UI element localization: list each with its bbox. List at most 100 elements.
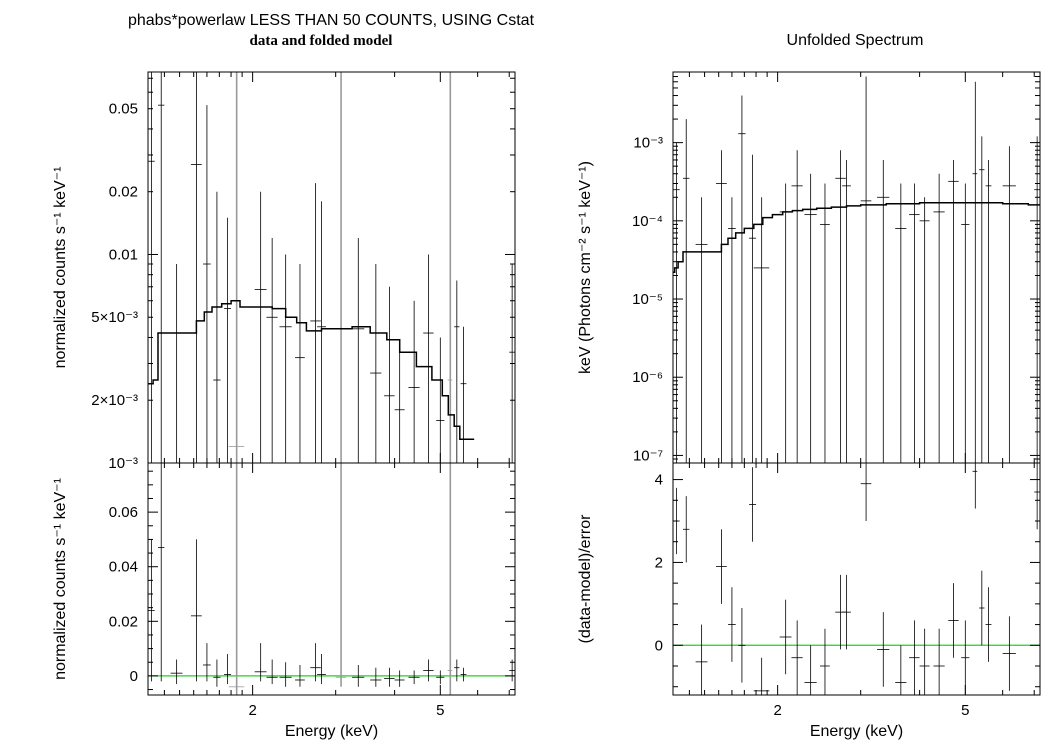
y-tick-label: 0 (130, 668, 138, 685)
data-point (985, 159, 992, 463)
data-point (804, 645, 817, 695)
data-point (224, 654, 232, 685)
data-point (254, 643, 267, 682)
data-point (213, 191, 221, 463)
data-point (695, 197, 708, 463)
data-point (310, 643, 321, 682)
x-tick-label: 5 (436, 702, 444, 719)
data-point (509, 659, 515, 682)
y-axis-label: normalized counts s⁻¹ keV⁻¹ (52, 167, 69, 369)
data-point (909, 183, 920, 463)
data-point (933, 628, 945, 695)
data-point (972, 81, 978, 463)
data-point (352, 664, 365, 687)
data-point (895, 645, 907, 695)
data-point (279, 254, 292, 463)
data-point (279, 662, 292, 687)
data-point (335, 72, 347, 463)
data-point (738, 608, 746, 683)
y-axis-label: keV (Photons cm⁻² s⁻¹ keV⁻¹) (577, 161, 594, 374)
data-point (877, 159, 890, 463)
data-point (804, 173, 817, 463)
data-point (384, 667, 395, 687)
data-point (436, 670, 445, 685)
data-point (394, 349, 405, 463)
data-point (842, 574, 851, 650)
data-point (895, 183, 907, 463)
plot-frame (672, 71, 1041, 464)
data-point (190, 72, 202, 463)
data-point (682, 496, 690, 563)
data-point (394, 670, 405, 687)
y-axis-label: (data-model)/error (577, 514, 594, 644)
x-axis-label: Energy (keV) (810, 723, 903, 740)
plot-frame (147, 462, 516, 696)
data-point (961, 183, 970, 463)
y-tick-label: 0.06 (109, 504, 138, 521)
data-point (979, 136, 985, 463)
y-tick-label: 0 (655, 637, 663, 654)
data-point (695, 624, 708, 695)
x-axis-label: Energy (keV) (285, 723, 378, 740)
right-title: Unfolded Spectrum (787, 32, 924, 49)
data-point (148, 72, 155, 463)
data-point (749, 467, 757, 542)
data-point (384, 286, 395, 463)
data-point (948, 159, 959, 463)
data-point (1002, 146, 1016, 463)
data-point (460, 667, 467, 682)
data-point (295, 664, 305, 687)
data-point (985, 587, 992, 662)
data-point (749, 154, 757, 463)
data-point (1002, 616, 1016, 691)
data-point (170, 264, 183, 463)
data-point (213, 659, 221, 687)
y-tick-label: 2 (655, 554, 663, 571)
data-point (266, 659, 278, 685)
data-point (728, 197, 736, 463)
data-point (370, 264, 382, 463)
data-point (157, 72, 165, 463)
data-point (738, 95, 746, 463)
data-point (203, 643, 211, 682)
data-point (715, 529, 727, 604)
data-point (190, 539, 202, 682)
data-point (835, 150, 846, 463)
y-tick-label: 5×10⁻³ (91, 309, 138, 326)
data-point (820, 183, 830, 463)
left-bottom-panel: 0 0.02 0.04 0.06 2 5 Energy (keV) normalized co… (52, 462, 516, 740)
data-point (877, 612, 890, 687)
data-point (1034, 136, 1040, 463)
data-point (203, 105, 211, 463)
plot-frame (672, 462, 1041, 696)
data-point (447, 72, 453, 463)
y-tick-label: 10⁻⁷ (633, 447, 663, 464)
data-point (779, 183, 792, 463)
data-point (317, 201, 326, 463)
data-point (842, 159, 851, 463)
y-axis-label: normalized counts s⁻¹ keV⁻¹ (52, 478, 69, 680)
data-point (423, 659, 434, 682)
model-step-line (148, 299, 475, 440)
data-point (317, 654, 326, 685)
data-point (408, 300, 420, 463)
data-point (408, 670, 420, 685)
data-point (820, 628, 830, 695)
data-point (447, 463, 453, 695)
data-point (228, 72, 245, 463)
y-tick-label: 2×10⁻³ (91, 392, 138, 409)
data-point (454, 280, 460, 463)
data-point (335, 463, 347, 687)
data-point (436, 337, 445, 463)
right-top-panel: 10⁻⁷ 10⁻⁶ 10⁻⁵ 10⁻⁴ 10⁻³ keV (Photons cm⁻² s⁻… (577, 71, 1041, 464)
y-tick-label: 0.01 (109, 246, 138, 263)
data-point (728, 587, 736, 662)
data-point (791, 150, 803, 463)
data-point (352, 237, 365, 463)
data-point (919, 197, 930, 463)
data-point (310, 183, 321, 463)
x-tick-label: 5 (961, 702, 969, 719)
y-tick-label: 4 (655, 472, 663, 489)
data-point (753, 197, 770, 463)
